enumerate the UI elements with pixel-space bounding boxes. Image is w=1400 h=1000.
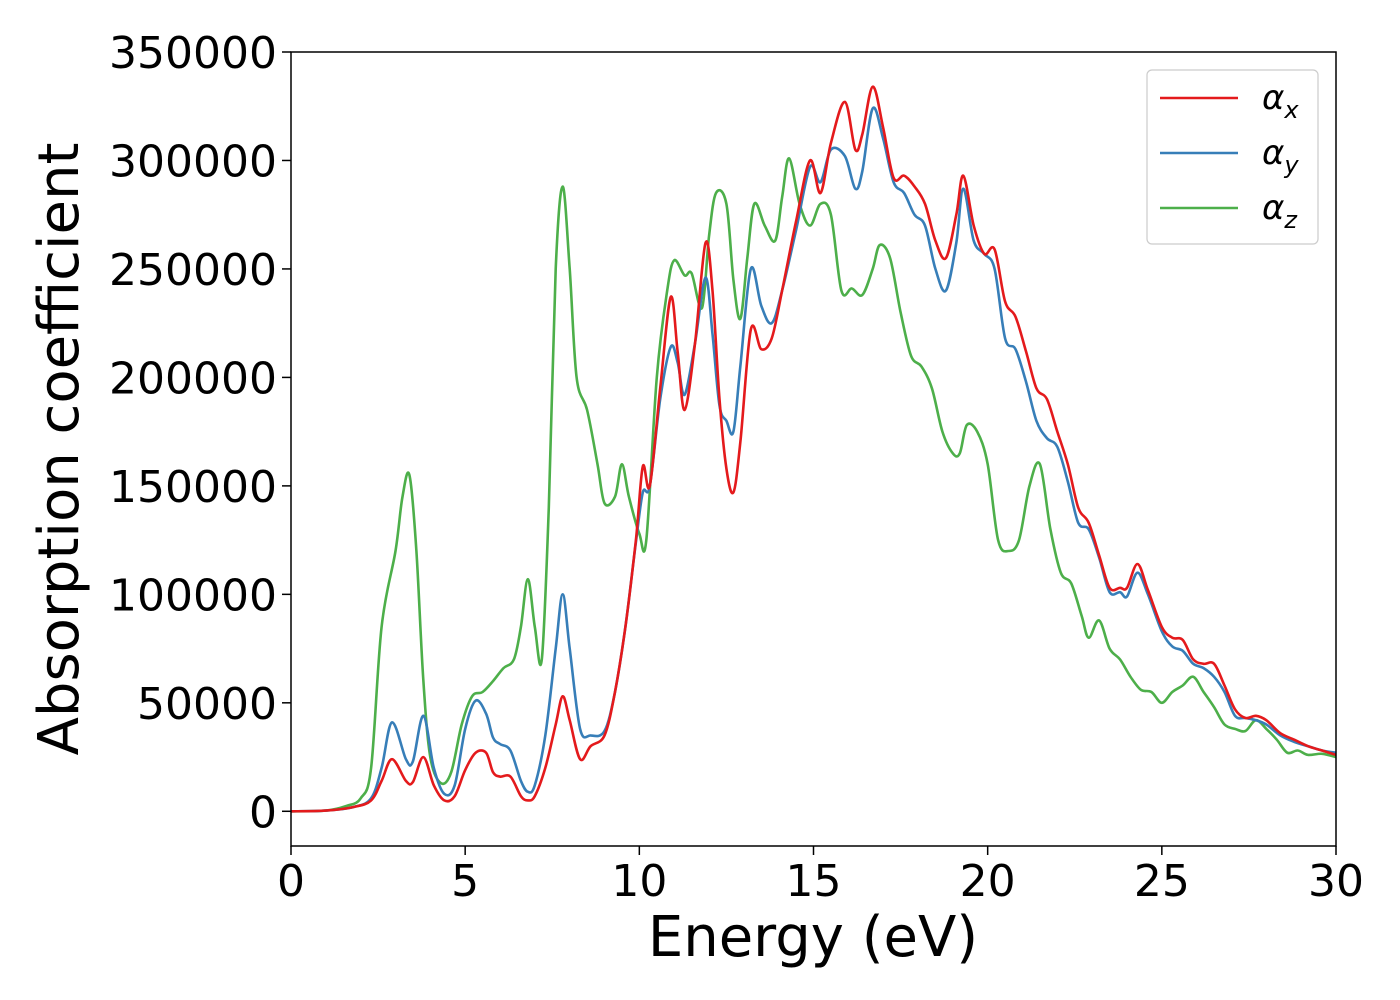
x-axis: 0 5 10 15 20 25 30 bbox=[277, 846, 1364, 907]
series-line-alpha-y bbox=[291, 106, 1336, 813]
x-tick-label: 10 bbox=[611, 856, 667, 907]
x-tick-label: 0 bbox=[277, 856, 305, 907]
legend-label-alpha-y: αy bbox=[1262, 133, 1299, 179]
x-tick-label: 25 bbox=[1134, 856, 1190, 907]
y-tick-label: 100000 bbox=[109, 570, 277, 621]
y-tick-label: 50000 bbox=[137, 679, 277, 730]
y-tick-label: 0 bbox=[249, 787, 277, 838]
legend-label-alpha-x: αx bbox=[1262, 78, 1299, 124]
legend: αx αy αz bbox=[1146, 69, 1319, 245]
y-axis: 0 50000 100000 150000 200000 250000 300000 3500… bbox=[109, 28, 291, 838]
x-axis-label: Energy (eV) bbox=[648, 905, 978, 970]
series-line-alpha-z bbox=[291, 156, 1336, 813]
legend-label-alpha-z: αz bbox=[1262, 188, 1298, 234]
series-line-alpha-x bbox=[291, 85, 1336, 813]
plot-area bbox=[290, 51, 1337, 847]
y-tick-label: 250000 bbox=[109, 245, 277, 296]
y-tick-label: 300000 bbox=[109, 136, 277, 187]
y-axis-label: Absorption coefficient bbox=[27, 143, 92, 756]
x-tick-label: 20 bbox=[960, 856, 1016, 907]
series-layer bbox=[291, 85, 1336, 813]
legend-box bbox=[1146, 69, 1319, 245]
x-tick-label: 5 bbox=[451, 856, 479, 907]
x-tick-label: 30 bbox=[1308, 856, 1364, 907]
x-tick-label: 15 bbox=[786, 856, 842, 907]
y-tick-label: 350000 bbox=[109, 28, 277, 79]
y-tick-label: 150000 bbox=[109, 462, 277, 513]
y-tick-label: 200000 bbox=[109, 353, 277, 404]
